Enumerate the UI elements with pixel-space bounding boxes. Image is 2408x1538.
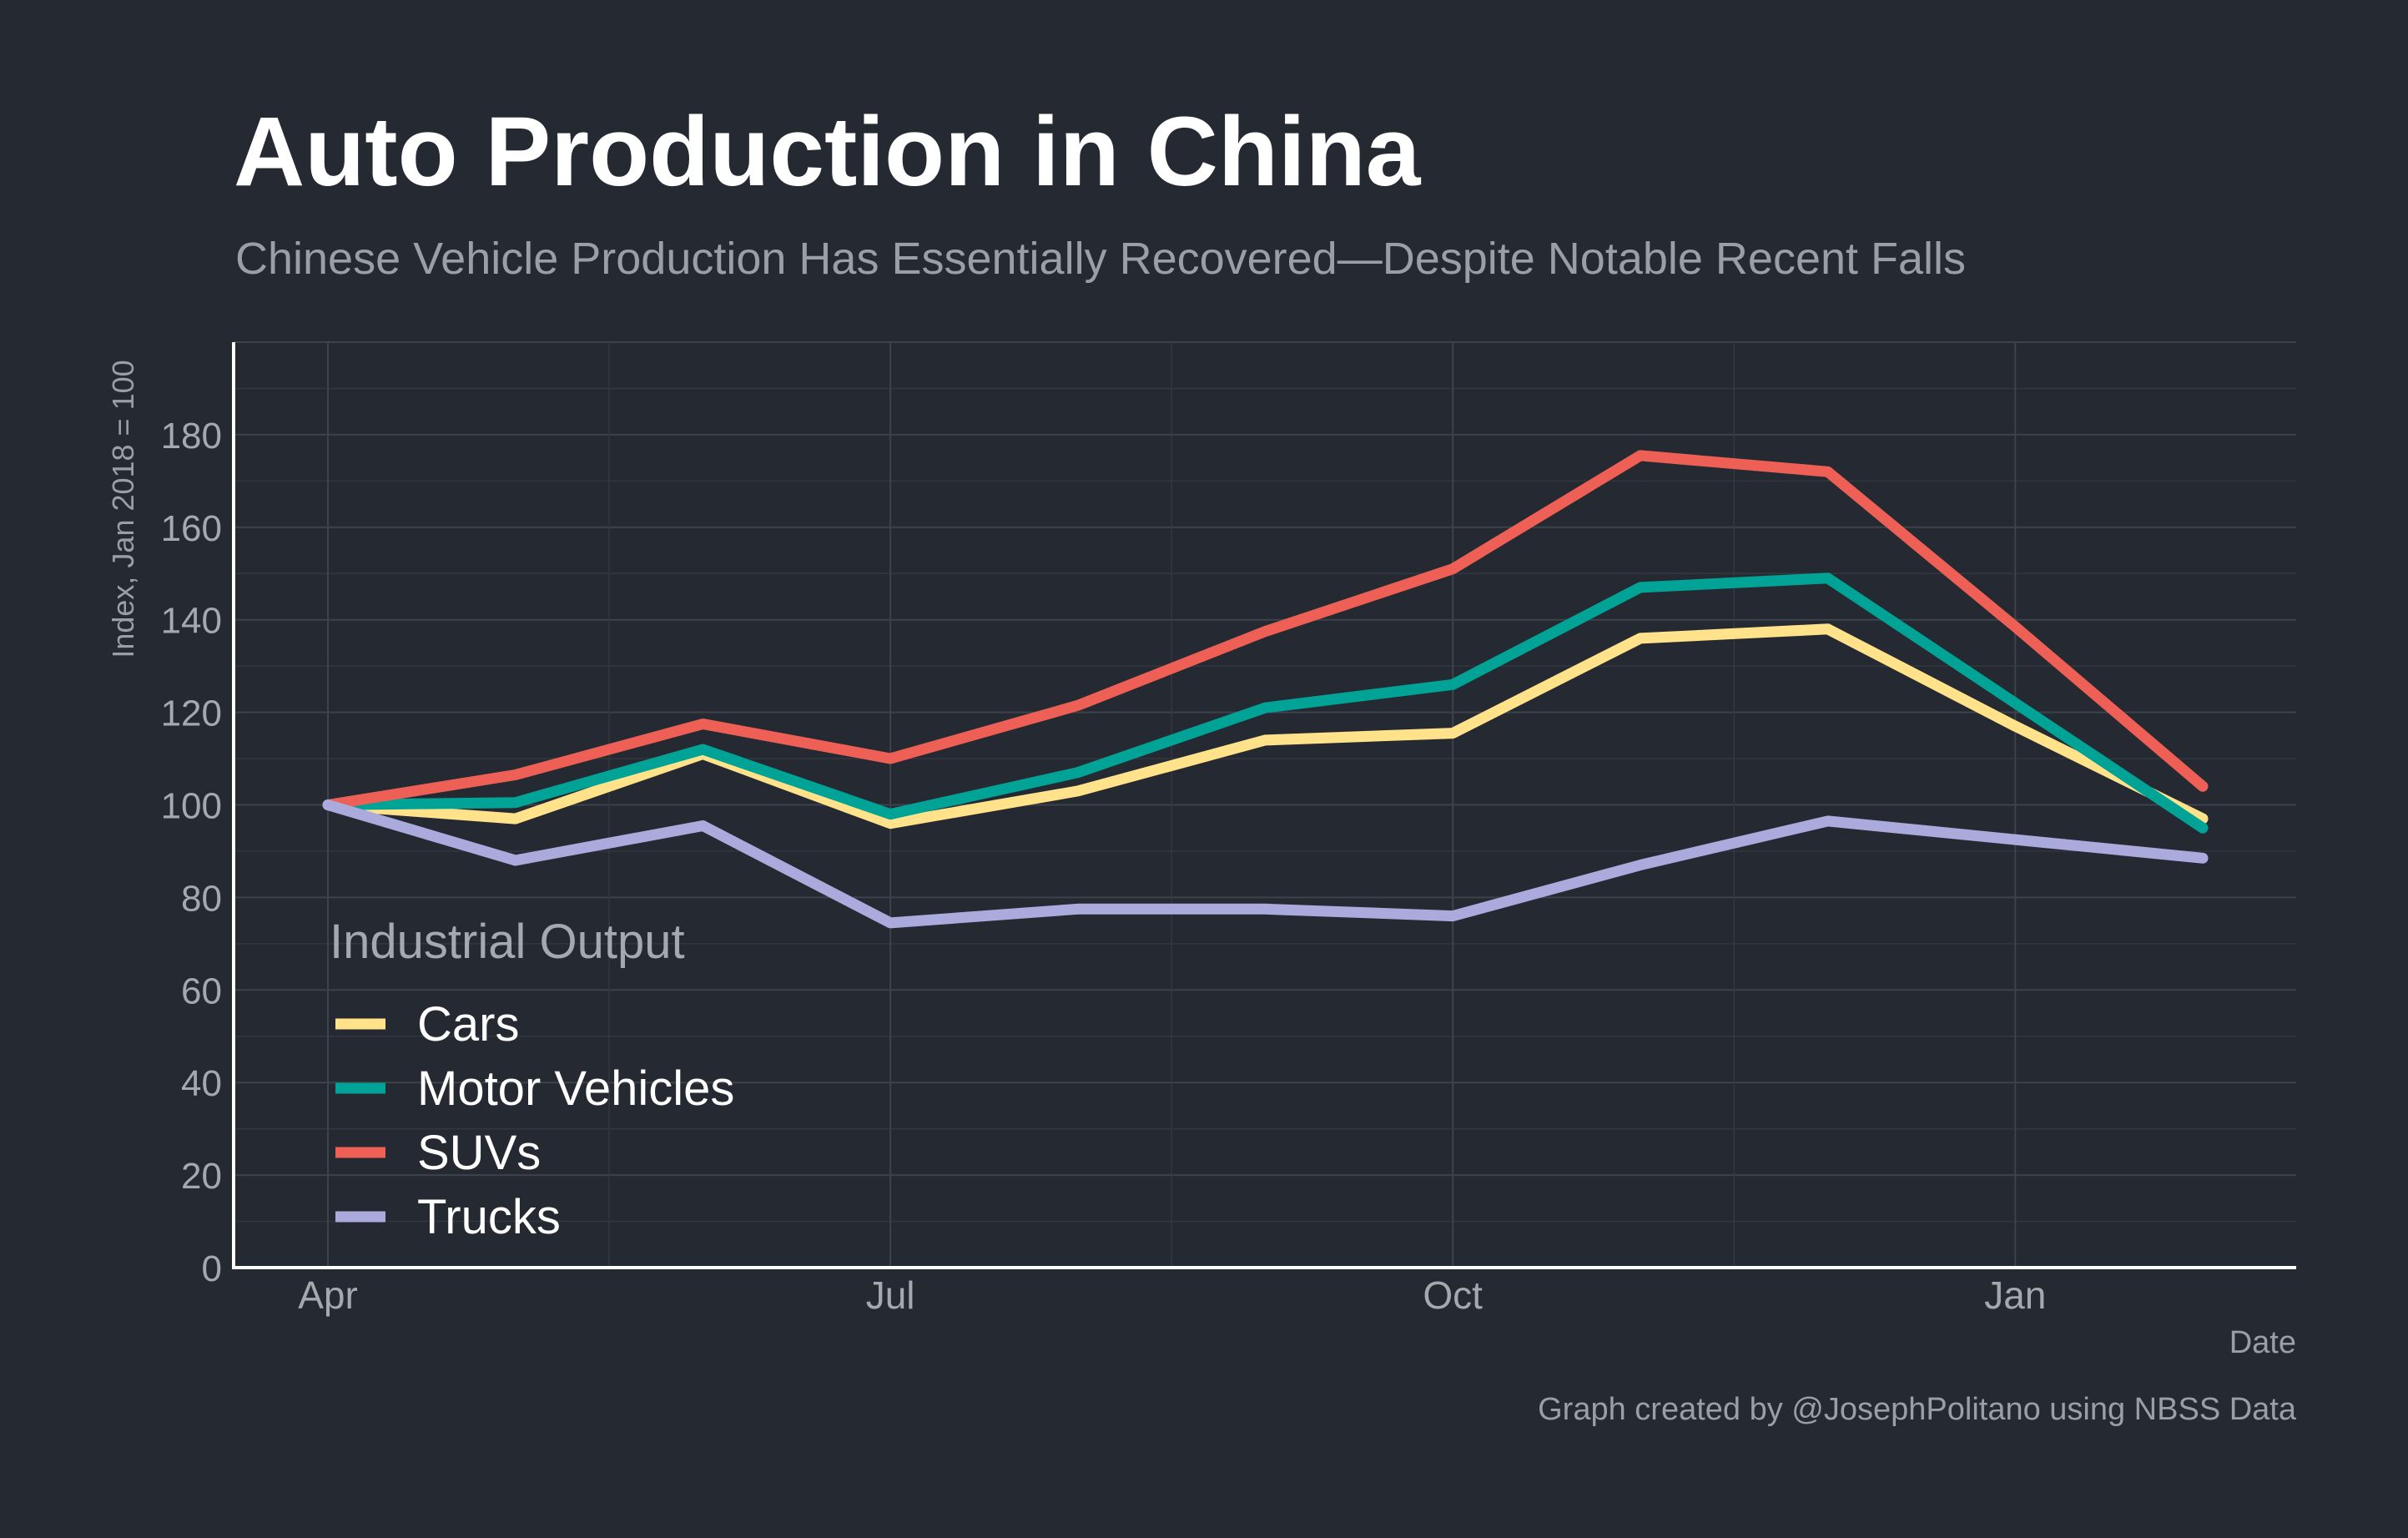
x-tick-label: Oct [1423, 1273, 1483, 1317]
y-axis-label: Index, Jan 2018 = 100 [106, 360, 140, 658]
chart-caption: Graph created by @JosephPolitano using N… [1538, 1392, 2297, 1427]
series-line-motor-vehicles [322, 572, 2209, 834]
y-tick-label: 180 [161, 416, 222, 456]
chart-title: Auto Production in China [234, 97, 1422, 207]
legend-label: SUVs [417, 1126, 541, 1180]
x-axis-label: Date [2229, 1325, 2296, 1360]
series-line-cars [322, 623, 2209, 830]
x-tick-label: Jan [1984, 1273, 2046, 1317]
series-lines [322, 450, 2209, 929]
y-tick-label: 140 [161, 601, 222, 642]
y-tick-label: 40 [181, 1063, 222, 1104]
x-tick-label: Apr [298, 1273, 358, 1317]
y-tick-label: 80 [181, 878, 222, 919]
legend-label: Motor Vehicles [417, 1061, 734, 1116]
y-tick-label: 60 [181, 971, 222, 1011]
series-line-suvs [322, 450, 2209, 810]
y-tick-label: 100 [161, 786, 222, 827]
series-line-trucks [322, 799, 2209, 929]
x-tick-label: Jul [866, 1273, 915, 1317]
y-tick-label: 0 [202, 1248, 222, 1289]
legend: Industrial Output Cars Motor Vehicles SUVs… [330, 915, 734, 1244]
legend-label: Cars [417, 997, 519, 1051]
y-tick-label: 160 [161, 508, 222, 549]
y-tick-labels: 0 20 40 60 80 100 120 140 160 180 [161, 416, 222, 1289]
y-tick-label: 120 [161, 693, 222, 734]
legend-title: Industrial Output [330, 915, 685, 969]
legend-label: Trucks [417, 1190, 561, 1244]
chart-subtitle: Chinese Vehicle Production Has Essential… [235, 234, 1966, 284]
y-tick-label: 20 [181, 1156, 222, 1197]
axes [232, 342, 2296, 1269]
x-tick-labels: Apr Jul Oct Jan [298, 1273, 2046, 1317]
